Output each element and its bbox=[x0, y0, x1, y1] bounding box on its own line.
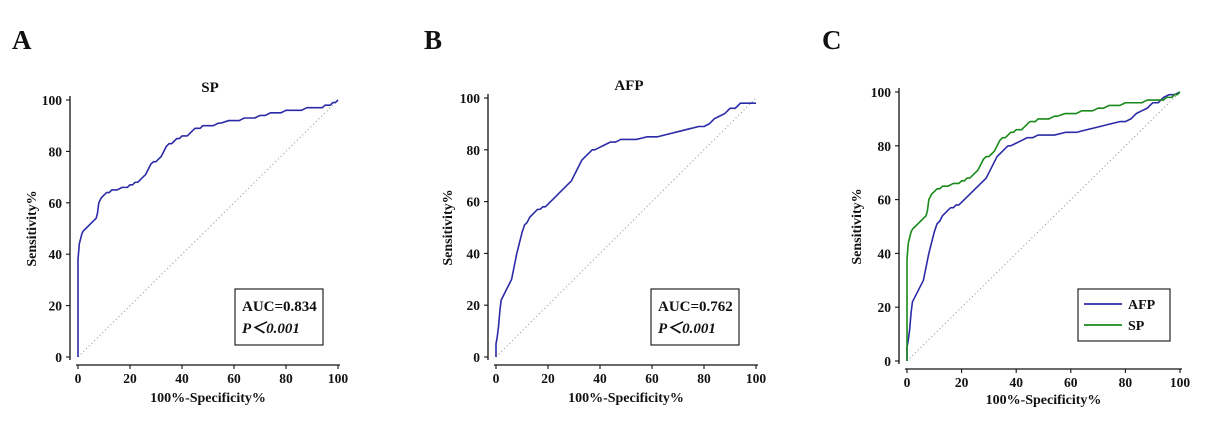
y-tick-label: 100 bbox=[871, 85, 892, 100]
x-tick-label: 100 bbox=[1170, 375, 1191, 390]
panel-letter: A bbox=[12, 25, 32, 55]
p-value: P＜0.001 bbox=[242, 321, 300, 337]
y-tick-label: 40 bbox=[467, 246, 481, 261]
y-tick-label: 60 bbox=[49, 196, 63, 211]
roc-panel-a: A SP 0 20 40 60 80 100 0 20 40 60 80 100 100%-Specific… bbox=[12, 25, 348, 406]
roc-panel-c: C 0 20 40 60 80 100 0 20 40 60 80 100 100%-Specificit… bbox=[822, 25, 1190, 408]
y-tick-label: 60 bbox=[878, 193, 892, 208]
reference-diagonal bbox=[77, 99, 339, 358]
x-tick-label: 20 bbox=[955, 375, 969, 390]
y-tick-label: 0 bbox=[55, 350, 62, 365]
roc-curve-sp bbox=[906, 91, 1181, 361]
y-axis-label: Sensitivity% bbox=[25, 190, 40, 266]
x-tick-label: 80 bbox=[697, 371, 711, 386]
p-value: P＜0.001 bbox=[658, 321, 716, 337]
y-tick-label: 40 bbox=[49, 247, 63, 262]
legend-label-sp: SP bbox=[1128, 319, 1145, 334]
roc-curve-sp bbox=[77, 99, 339, 357]
y-tick-label: 40 bbox=[878, 246, 892, 261]
x-tick-label: 40 bbox=[175, 371, 189, 386]
x-tick-label: 40 bbox=[593, 371, 607, 386]
x-axis-label: 100%-Specificity% bbox=[986, 393, 1102, 408]
x-tick-label: 40 bbox=[1009, 375, 1023, 390]
x-tick-label: 60 bbox=[1064, 375, 1078, 390]
reference-diagonal bbox=[495, 97, 757, 358]
x-tick-label: 0 bbox=[493, 371, 500, 386]
auc-value: AUC=0.834 bbox=[242, 299, 317, 315]
y-tick-label: 100 bbox=[460, 91, 481, 106]
chart-title: SP bbox=[201, 80, 219, 96]
roc-panel-b: B AFP 0 20 40 60 80 100 0 20 40 60 80 100 100%-Specifi… bbox=[424, 25, 766, 406]
legend-label-afp: AFP bbox=[1128, 298, 1156, 313]
x-tick-label: 20 bbox=[123, 371, 137, 386]
x-axis-label: 100%-Specificity% bbox=[150, 391, 266, 406]
x-tick-label: 100 bbox=[746, 371, 767, 386]
reference-diagonal bbox=[906, 91, 1181, 362]
y-tick-label: 20 bbox=[878, 300, 892, 315]
auc-annotation-box bbox=[234, 288, 324, 346]
chart-title: AFP bbox=[614, 78, 643, 94]
auc-annotation-box bbox=[650, 288, 740, 346]
x-axis-label: 100%-Specificity% bbox=[568, 391, 684, 406]
panel-letter: B bbox=[424, 25, 442, 55]
y-tick-label: 100 bbox=[42, 93, 63, 108]
x-tick-label: 0 bbox=[75, 371, 82, 386]
x-tick-label: 60 bbox=[645, 371, 659, 386]
y-tick-label: 80 bbox=[467, 143, 481, 158]
auc-value: AUC=0.762 bbox=[658, 299, 733, 315]
x-tick-label: 60 bbox=[227, 371, 241, 386]
y-tick-label: 80 bbox=[878, 139, 892, 154]
x-tick-label: 80 bbox=[279, 371, 293, 386]
roc-curve-afp bbox=[495, 102, 756, 357]
y-tick-label: 20 bbox=[49, 299, 63, 314]
roc-curve-afp bbox=[906, 91, 1181, 361]
y-tick-label: 0 bbox=[473, 350, 480, 365]
y-axis-label: Sensitivity% bbox=[441, 189, 456, 265]
x-tick-label: 80 bbox=[1119, 375, 1133, 390]
legend-box bbox=[1077, 288, 1171, 342]
x-tick-label: 100 bbox=[328, 371, 349, 386]
x-tick-label: 20 bbox=[541, 371, 555, 386]
y-axis-label: Sensitivity% bbox=[850, 188, 865, 264]
y-tick-label: 60 bbox=[467, 195, 481, 210]
y-tick-label: 80 bbox=[49, 144, 63, 159]
panel-letter: C bbox=[822, 25, 842, 55]
y-tick-label: 20 bbox=[467, 298, 481, 313]
y-tick-label: 0 bbox=[884, 354, 891, 369]
x-tick-label: 0 bbox=[904, 375, 911, 390]
